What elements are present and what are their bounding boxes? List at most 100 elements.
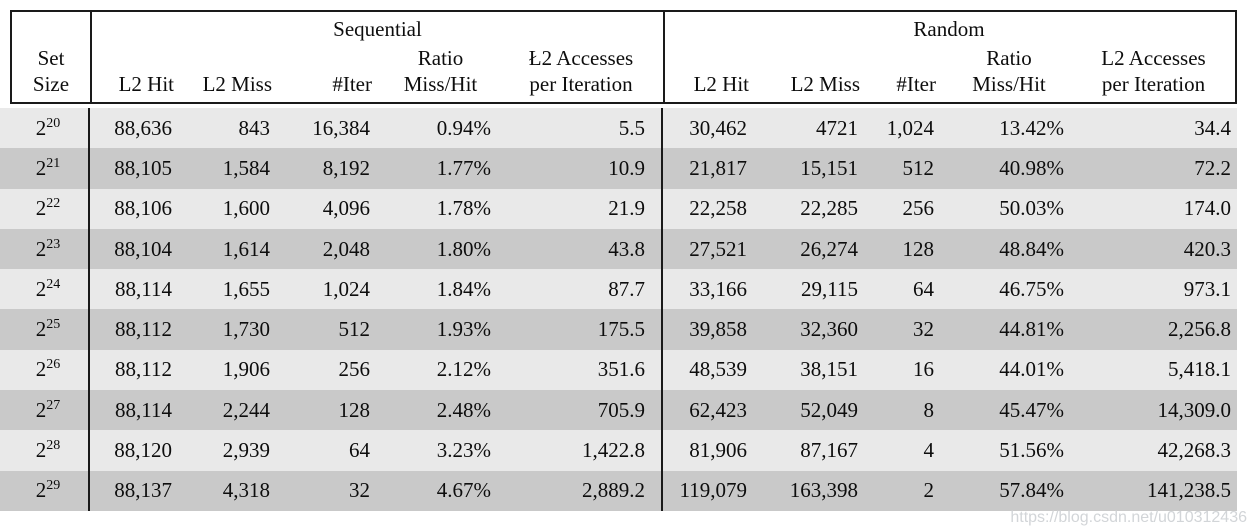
table-row: 229 88,137 4,318 32 4.67% 2,889.2 119,07… [0, 470, 1237, 511]
cell-seq-l2-hit: 88,104 [114, 236, 172, 261]
cell-rnd-accesses: 2,256.8 [1168, 317, 1231, 342]
cell-rnd-accesses: 174.0 [1183, 196, 1231, 221]
cell-seq-l2-miss: 4,318 [222, 478, 270, 503]
cell-rnd-l2-miss: 87,167 [800, 438, 858, 463]
cell-set-size: 229 [0, 470, 90, 511]
cell-rnd-ratio: 51.56% [999, 438, 1064, 463]
cell-seq-l2-hit: 88,636 [114, 115, 172, 140]
cell-rnd-l2-miss: 32,360 [800, 317, 858, 342]
cell-set-size: 225 [0, 309, 90, 350]
cell-seq-accesses: 705.9 [497, 390, 663, 431]
cell-set-size: 223 [0, 228, 90, 270]
cell-rnd-l2-hit: 33,166 [689, 276, 747, 301]
table-row: 228 88,120 2,939 64 3.23% 1,422.8 81,906… [0, 430, 1237, 471]
cell-rnd-accesses: 34.4 [1194, 115, 1231, 140]
cell-seq-ratio: 2.48% [436, 397, 491, 422]
cell-rnd-iter: 16 [913, 357, 934, 382]
cell-seq-l2-miss: 2,939 [222, 438, 270, 463]
cell-seq-l2-miss: 1,906 [222, 357, 270, 382]
column-header-rnd-accesses: L2 Accesses per Iteration [1101, 46, 1206, 96]
cell-rnd-l2-miss: 26,274 [800, 236, 858, 261]
cell-set-size: 228 [0, 430, 90, 471]
cell-seq-l2-miss: 1,600 [222, 196, 270, 221]
cell-rnd-ratio: 45.47% [999, 397, 1064, 422]
cell-seq-accesses: 1,422.8 [497, 430, 663, 471]
table-row: 223 88,104 1,614 2,048 1.80% 43.8 27,521… [0, 228, 1237, 270]
column-header-seq-l2-hit: L2 Hit [118, 72, 174, 96]
cell-seq-l2-hit: 88,112 [115, 357, 172, 382]
cell-rnd-l2-miss: 38,151 [800, 357, 858, 382]
cell-seq-ratio: 1.77% [436, 155, 491, 180]
cell-seq-iter: 1,024 [322, 276, 370, 301]
cell-rnd-accesses: 973.1 [1183, 276, 1231, 301]
cell-rnd-l2-miss: 29,115 [801, 276, 858, 301]
cell-seq-iter: 16,384 [312, 115, 370, 140]
cell-seq-ratio: 1.78% [436, 196, 491, 221]
cell-rnd-l2-miss: 163,398 [789, 478, 858, 503]
cell-rnd-l2-hit: 39,858 [689, 317, 747, 342]
table-row: 220 88,636 843 16,384 0.94% 5.5 30,462 4… [0, 108, 1237, 149]
cell-rnd-l2-miss: 15,151 [800, 155, 858, 180]
cell-seq-accesses: 351.6 [497, 349, 663, 391]
cell-seq-l2-hit: 88,137 [114, 478, 172, 503]
cell-rnd-accesses: 141,238.5 [1147, 478, 1231, 503]
cell-seq-l2-hit: 88,106 [114, 196, 172, 221]
cell-rnd-ratio: 44.81% [999, 317, 1064, 342]
table-row: 225 88,112 1,730 512 1.93% 175.5 39,858 … [0, 309, 1237, 350]
cell-set-size: 226 [0, 349, 90, 391]
cell-rnd-l2-miss: 4721 [816, 115, 858, 140]
table-row: 224 88,114 1,655 1,024 1.84% 87.7 33,166… [0, 269, 1237, 310]
cell-seq-iter: 4,096 [322, 196, 370, 221]
cell-seq-l2-miss: 1,730 [222, 317, 270, 342]
cell-rnd-accesses: 72.2 [1194, 155, 1231, 180]
cell-rnd-iter: 256 [902, 196, 935, 221]
cell-seq-iter: 256 [338, 357, 371, 382]
cell-seq-accesses: 21.9 [497, 188, 663, 229]
cell-rnd-l2-hit: 81,906 [689, 438, 747, 463]
cell-seq-ratio: 1.93% [436, 317, 491, 342]
set-size-exponent: 22 [46, 196, 61, 212]
table-row: 227 88,114 2,244 128 2.48% 705.9 62,423 … [0, 390, 1237, 431]
cell-rnd-ratio: 40.98% [999, 155, 1064, 180]
cell-seq-l2-hit: 88,114 [115, 397, 172, 422]
cell-seq-l2-miss: 1,655 [222, 276, 270, 301]
cell-rnd-l2-hit: 48,539 [689, 357, 747, 382]
cell-seq-l2-miss: 1,584 [222, 155, 270, 180]
cell-seq-l2-miss: 843 [238, 115, 271, 140]
cell-rnd-ratio: 50.03% [999, 196, 1064, 221]
column-header-seq-ratio: Ratio Miss/Hit [403, 46, 478, 96]
set-size-exponent: 23 [46, 236, 61, 252]
table-row: 226 88,112 1,906 256 2.12% 351.6 48,539 … [0, 349, 1237, 391]
set-size-exponent: 29 [46, 478, 61, 494]
cell-rnd-l2-hit: 21,817 [689, 155, 747, 180]
cell-rnd-ratio: 13.42% [999, 115, 1064, 140]
cell-seq-l2-miss: 2,244 [222, 397, 270, 422]
cell-rnd-l2-hit: 22,258 [689, 196, 747, 221]
cell-rnd-iter: 1,024 [886, 115, 934, 140]
cell-seq-l2-hit: 88,112 [115, 317, 172, 342]
set-size-exponent: 26 [46, 357, 61, 373]
table-body: 220 88,636 843 16,384 0.94% 5.5 30,462 4… [0, 108, 1237, 511]
set-size-exponent: 21 [46, 155, 61, 171]
cell-seq-iter: 512 [338, 317, 371, 342]
cell-rnd-accesses: 420.3 [1183, 236, 1231, 261]
cell-rnd-ratio: 46.75% [999, 276, 1064, 301]
cell-seq-ratio: 4.67% [436, 478, 491, 503]
cell-seq-iter: 64 [349, 438, 370, 463]
cell-seq-accesses: 175.5 [497, 309, 663, 350]
column-header-seq-accesses: Ł2 Accesses per Iteration [499, 12, 665, 102]
cell-seq-ratio: 1.80% [436, 236, 491, 261]
group-header-sequential: Sequential [333, 17, 422, 41]
cell-seq-accesses: 87.7 [497, 269, 663, 310]
cell-rnd-l2-hit: 27,521 [689, 236, 747, 261]
cell-seq-accesses: 2,889.2 [497, 470, 663, 511]
cell-rnd-iter: 512 [902, 155, 935, 180]
column-header-rnd-ratio: Ratio Miss/Hit [972, 46, 1046, 96]
column-header-set-size: Set Size [12, 12, 92, 102]
cell-set-size: 227 [0, 390, 90, 431]
cell-seq-accesses: 5.5 [497, 108, 663, 149]
cell-rnd-accesses: 5,418.1 [1168, 357, 1231, 382]
column-header-rnd-l2-hit: L2 Hit [693, 72, 749, 96]
column-header-seq-iter: #Iter [332, 72, 372, 96]
